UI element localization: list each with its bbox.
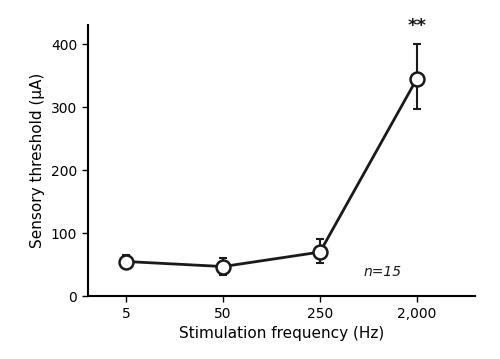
Y-axis label: Sensory threshold (μA): Sensory threshold (μA) <box>30 73 45 248</box>
Text: **: ** <box>408 17 426 34</box>
X-axis label: Stimulation frequency (Hz): Stimulation frequency (Hz) <box>178 326 384 341</box>
Text: n=15: n=15 <box>364 265 402 279</box>
